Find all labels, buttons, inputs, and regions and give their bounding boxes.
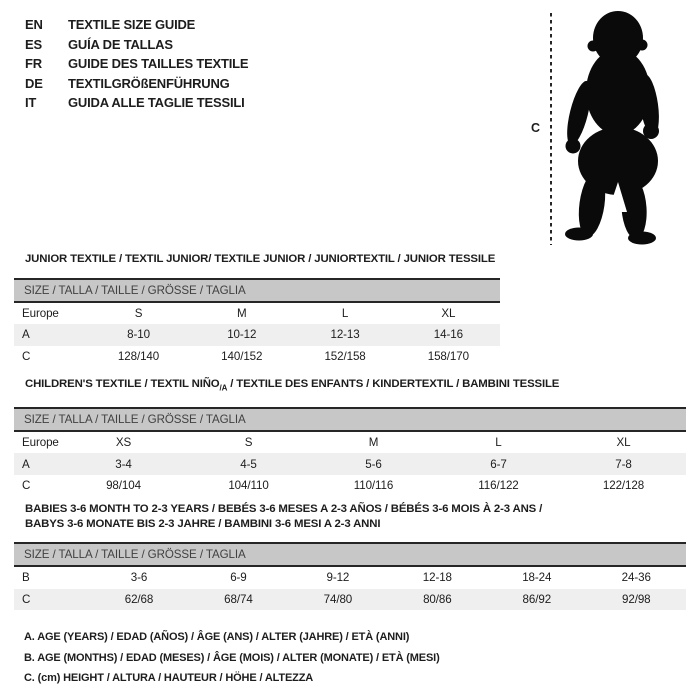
table-row: B 3-6 6-9 9-12 12-18 18-24 24-36 [14, 567, 686, 589]
row-label-cell: C [22, 592, 31, 606]
table-row: C 62/68 68/74 74/80 80/86 86/92 92/98 [14, 588, 686, 610]
height-measure-label: C [531, 121, 541, 135]
value-cell: 24-36 [621, 571, 651, 585]
toddler-silhouette-icon [565, 11, 659, 245]
value-cell: 6-9 [230, 571, 247, 585]
value-cell: S [244, 436, 253, 450]
junior-textile-table: JUNIOR TEXTILE / TEXTIL JUNIOR/ TEXTILE … [14, 252, 500, 367]
size-table-grid: B 3-6 6-9 9-12 12-18 18-24 24-36 C 62/68 68/74 74/… [14, 567, 686, 610]
language-row: FR GUIDE DES TAILLES TEXTILE [25, 54, 249, 74]
value-cell: M [237, 306, 247, 320]
table-row: Europe S M L XL [14, 303, 500, 325]
size-table-grid: Europe XS S M L XL A 3-4 4-5 5-6 6-7 7-8 C 98/104 104/… [14, 432, 686, 497]
babies-textile-table: BABIES 3-6 MONTH TO 2-3 YEARS / BEBÉS 3-… [14, 502, 686, 610]
table-title: CHILDREN'S TEXTILE / TEXTIL NIÑO/A / TEX… [14, 377, 686, 396]
table-title-segment: BABIES 3-6 MONTH TO 2-3 YEARS / BEBÉS 3-… [25, 503, 543, 515]
value-cell: 122/128 [602, 479, 645, 493]
table-title-segment: JUNIOR TEXTILE / TEXTIL JUNIOR/ TEXTILE … [25, 253, 496, 265]
value-cell: 92/98 [622, 592, 651, 606]
value-cell: 68/74 [224, 592, 253, 606]
value-cell: XL [441, 306, 456, 320]
value-cell: 8-10 [127, 328, 150, 342]
table-title-segment: CHILDREN'S TEXTILE / TEXTIL NIÑO [25, 378, 220, 390]
row-label-cell: C [22, 479, 31, 493]
language-row: DE TEXTILGRÖßENFÜHRUNG [25, 74, 248, 94]
language-row: ES GUÍA DE TALLAS [25, 35, 248, 55]
value-cell: 9-12 [326, 571, 350, 585]
row-label-cell: B [22, 571, 30, 585]
language-label: GUIDA ALLE TAGLIE TESSILI [68, 95, 245, 110]
value-cell: 110/116 [353, 479, 394, 493]
language-code: ES [25, 36, 42, 52]
language-code: FR [25, 56, 42, 71]
size-table-grid: Europe S M L XL A 8-10 10-12 12-13 14-16 C 128/140 1… [14, 303, 500, 368]
table-row: Europe XS S M L XL [14, 432, 686, 454]
footnote-c: C. (cm) HEIGHT / ALTURA / HAUTEUR / HÖHE… [24, 672, 314, 684]
table-title: BABIES 3-6 MONTH TO 2-3 YEARS / BEBÉS 3-… [14, 502, 686, 531]
language-label: TEXTILE SIZE GUIDE [68, 17, 196, 32]
value-cell: L [495, 436, 502, 450]
table-title-segment: BABYS 3-6 MONATE BIS 2-3 JAHRE / BAMBINI… [25, 517, 381, 530]
table-title-segment: / TEXTILE DES ENFANTS / KINDERTEXTIL / B… [227, 378, 560, 390]
value-cell: 7-8 [615, 457, 632, 471]
footnote-a: A. AGE (YEARS) / EDAD (AÑOS) / ÂGE (ANS)… [24, 631, 410, 643]
value-cell: XS [115, 436, 132, 450]
language-label: GUIDE DES TAILLES TEXTILE [68, 56, 249, 71]
value-cell: 152/158 [324, 349, 366, 363]
value-cell: 10-12 [227, 328, 257, 342]
size-header-bar: SIZE / TALLA / TAILLE / GRÖSSE / TAGLIA [14, 406, 686, 432]
table-title-segment: /A [219, 383, 228, 393]
value-cell: S [134, 306, 143, 320]
value-cell: 62/68 [124, 592, 154, 606]
language-code: DE [25, 75, 43, 91]
language-row: EN TEXTILE SIZE GUIDE [25, 15, 248, 35]
value-cell: 74/80 [323, 592, 353, 606]
table-title: JUNIOR TEXTILE / TEXTIL JUNIOR/ TEXTILE … [14, 252, 500, 267]
row-label-cell: Europe [22, 306, 59, 320]
language-code: IT [25, 95, 37, 110]
value-cell: 98/104 [106, 479, 141, 493]
language-label: TEXTILGRÖßENFÜHRUNG [68, 75, 230, 91]
value-cell: XL [616, 436, 631, 450]
value-cell: 104/110 [228, 479, 269, 493]
value-cell: 116/122 [478, 479, 519, 493]
table-row: C 128/140 140/152 152/158 158/170 [14, 346, 500, 368]
value-cell: 86/92 [522, 592, 552, 606]
value-cell: 4-5 [240, 457, 257, 471]
value-cell: 12-18 [422, 571, 452, 585]
size-header-bar: SIZE / TALLA / TAILLE / GRÖSSE / TAGLIA [14, 542, 686, 567]
value-cell: 5-6 [365, 457, 382, 471]
row-label-cell: A [22, 328, 30, 342]
value-cell: 3-4 [115, 457, 132, 471]
value-cell: 80/86 [423, 592, 452, 606]
value-cell: L [341, 306, 349, 320]
table-row: A 3-4 4-5 5-6 6-7 7-8 [14, 453, 686, 475]
table-row: C 98/104 104/110 110/116 116/122 122/128 [14, 475, 686, 497]
language-row: IT GUIDA ALLE TAGLIE TESSILI [25, 93, 248, 113]
row-label-cell: A [22, 457, 30, 471]
value-cell: 3-6 [130, 571, 148, 585]
height-measure-line [550, 13, 552, 245]
value-cell: 18-24 [522, 571, 552, 585]
value-cell: 6-7 [490, 457, 507, 471]
value-cell: 12-13 [330, 328, 360, 342]
value-cell: 158/170 [427, 349, 469, 363]
language-code: EN [25, 17, 43, 32]
childrens-textile-table: CHILDREN'S TEXTILE / TEXTIL NIÑO/A / TEX… [14, 377, 686, 496]
language-list: EN TEXTILE SIZE GUIDE ES GUÍA DE TALLAS … [25, 15, 249, 113]
table-row: A 8-10 10-12 12-13 14-16 [14, 324, 500, 346]
value-cell: M [368, 436, 379, 450]
footnote-b: B. AGE (MONTHS) / EDAD (MESES) / ÂGE (MO… [24, 651, 440, 664]
language-label: GUÍA DE TALLAS [68, 36, 173, 52]
value-cell: 128/140 [117, 349, 160, 363]
row-label-cell: Europe [22, 436, 59, 450]
row-label-cell: C [22, 349, 31, 363]
footnotes: A. AGE (YEARS) / EDAD (AÑOS) / ÂGE (ANS)… [24, 627, 440, 689]
size-header-bar: SIZE / TALLA / TAILLE / GRÖSSE / TAGLIA [14, 277, 500, 303]
value-cell: 14-16 [433, 328, 463, 342]
value-cell: 140/152 [221, 349, 263, 363]
